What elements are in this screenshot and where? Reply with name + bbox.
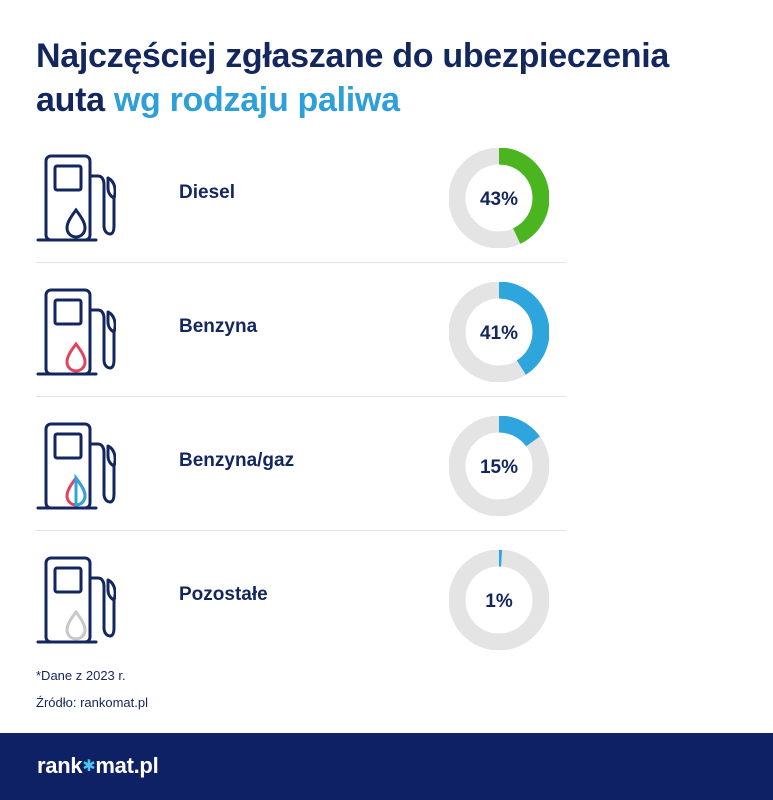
fuel-type-label: Benzyna/gaz — [179, 450, 295, 471]
fuel-pump-red-blue-drop-icon — [36, 422, 116, 510]
rankomat-logo[interactable]: rank✱mat.pl — [37, 753, 159, 779]
fuel-row: Benzyna/gaz 15% — [36, 398, 566, 531]
source-note: Źródło: rankomat.pl — [36, 695, 148, 710]
donut-chart: 15% — [449, 416, 549, 516]
donut-chart: 1% — [449, 550, 549, 650]
row-divider — [36, 530, 566, 531]
logo-text-end: mat.pl — [95, 753, 159, 778]
fuel-pump-red-drop-icon — [36, 288, 116, 376]
fuel-pump-grey-drop-icon — [36, 556, 116, 644]
logo-star-icon: ✱ — [82, 758, 96, 775]
donut-value-label: 43% — [480, 189, 518, 210]
data-year-note: *Dane z 2023 r. — [36, 668, 126, 683]
chart-title: Najczęściej zgłaszane do ubezpieczenia a… — [36, 34, 669, 122]
donut-value-arc — [449, 282, 549, 382]
title-line-2-prefix: auta — [36, 81, 114, 119]
donut-value-arc — [449, 416, 549, 516]
notes: *Dane z 2023 r. Źródło: rankomat.pl — [36, 668, 148, 722]
row-divider — [36, 262, 566, 263]
donut-value-label: 41% — [480, 323, 518, 344]
logo-text-start: rank — [37, 753, 83, 778]
donut-value-arc — [449, 550, 549, 650]
fuel-type-label: Diesel — [179, 182, 235, 203]
donut-value-label: 15% — [480, 457, 518, 478]
row-divider — [36, 396, 566, 397]
donut-value-arc — [449, 148, 549, 248]
footer-bar: rank✱mat.pl — [0, 733, 773, 800]
title-line-2-accent: wg rodzaju paliwa — [113, 81, 400, 119]
fuel-row: Pozostałe 1% — [36, 532, 566, 665]
fuel-pump-navy-drop-icon — [36, 154, 116, 242]
donut-value-label: 1% — [485, 591, 513, 612]
title-line-1: Najczęściej zgłaszane do ubezpieczenia — [36, 37, 669, 75]
fuel-type-label: Pozostałe — [179, 584, 268, 605]
fuel-row: Diesel 43% — [36, 130, 566, 263]
fuel-row: Benzyna 41% — [36, 264, 566, 397]
fuel-type-label: Benzyna — [179, 316, 258, 337]
donut-chart: 41% — [449, 282, 549, 382]
donut-chart: 43% — [449, 148, 549, 248]
